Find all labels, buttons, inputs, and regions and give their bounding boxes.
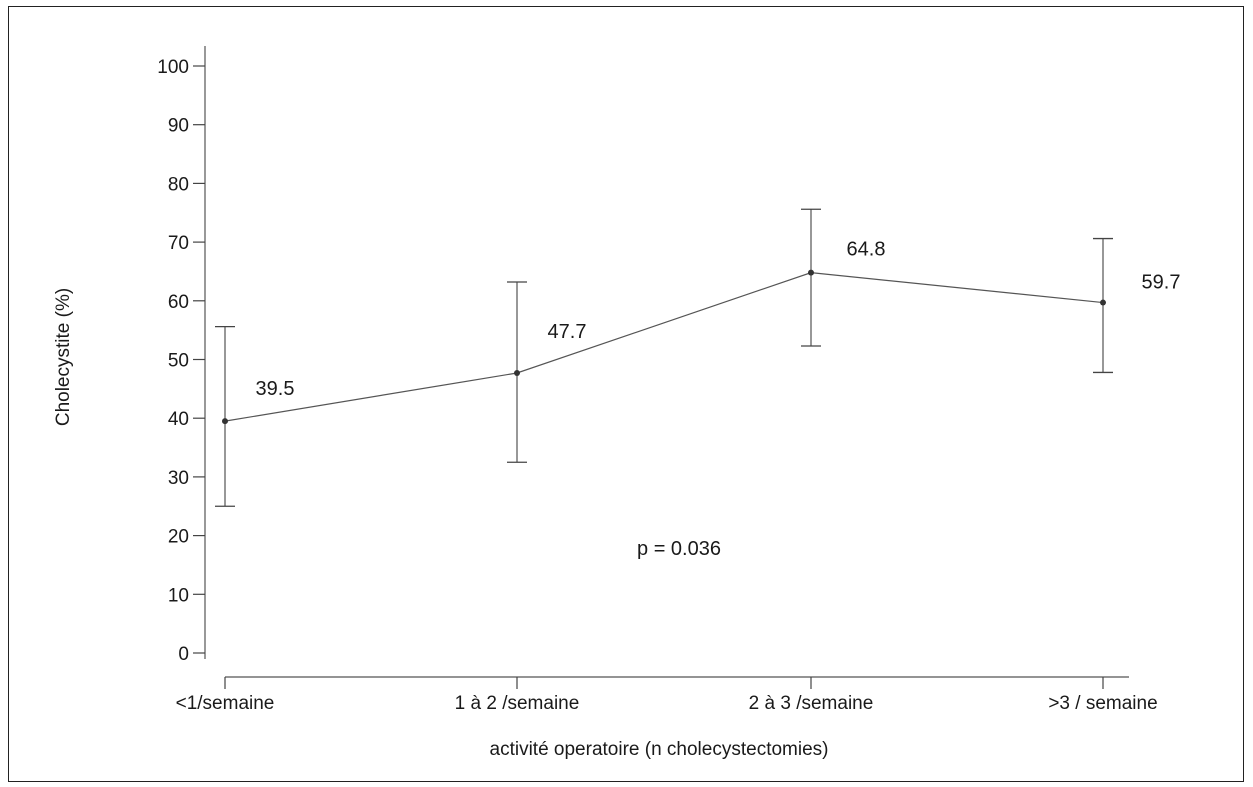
- x-tick-label: >3 / semaine: [1048, 693, 1157, 714]
- data-point: [222, 418, 228, 425]
- x-ticks: <1/semaine 1 à 2 /semaine 2 à 3 /semaine >3…: [176, 677, 1158, 714]
- chart-frame: 0 10 20 30 40 50 60 70 80 90 100 <1/semaine 1 à 2 /…: [8, 6, 1244, 782]
- data-label: 47.7: [548, 321, 587, 343]
- x-tick-label: <1/semaine: [176, 693, 275, 714]
- data-point: [1100, 299, 1106, 306]
- data-label: 39.5: [256, 378, 295, 400]
- error-bars: [215, 208, 1113, 507]
- x-tick-label: 2 à 3 /semaine: [749, 693, 874, 714]
- x-axis-title: activité operatoire (n cholecystectomies…: [490, 739, 829, 760]
- data-labels: 39.5 47.7 64.8 59.7: [256, 239, 1181, 401]
- series: [222, 269, 1106, 425]
- axes: [204, 46, 1129, 678]
- y-tick-label: 30: [168, 468, 189, 489]
- chart: 0 10 20 30 40 50 60 70 80 90 100 <1/semaine 1 à 2 /…: [53, 46, 1181, 760]
- y-tick-label: 70: [168, 233, 189, 254]
- data-point: [514, 370, 520, 377]
- y-tick-label: 90: [168, 116, 189, 137]
- data-label: 64.8: [847, 239, 886, 261]
- x-tick-label: 1 à 2 /semaine: [455, 693, 580, 714]
- y-tick-label: 40: [168, 409, 189, 430]
- y-tick-label: 10: [168, 585, 189, 606]
- y-tick-label: 60: [168, 292, 189, 313]
- data-label: 59.7: [1142, 272, 1181, 294]
- p-value-annotation: p = 0.036: [637, 538, 721, 560]
- data-point: [808, 269, 814, 276]
- y-tick-label: 80: [168, 174, 189, 195]
- y-tick-label: 0: [178, 644, 189, 665]
- series-line: [224, 272, 1104, 422]
- y-axis-title: Cholecystite (%): [53, 288, 74, 426]
- y-tick-label: 100: [157, 57, 189, 78]
- y-tick-label: 20: [168, 527, 189, 548]
- y-ticks: 0 10 20 30 40 50 60 70 80 90 100: [157, 57, 205, 665]
- y-tick-label: 50: [168, 351, 189, 372]
